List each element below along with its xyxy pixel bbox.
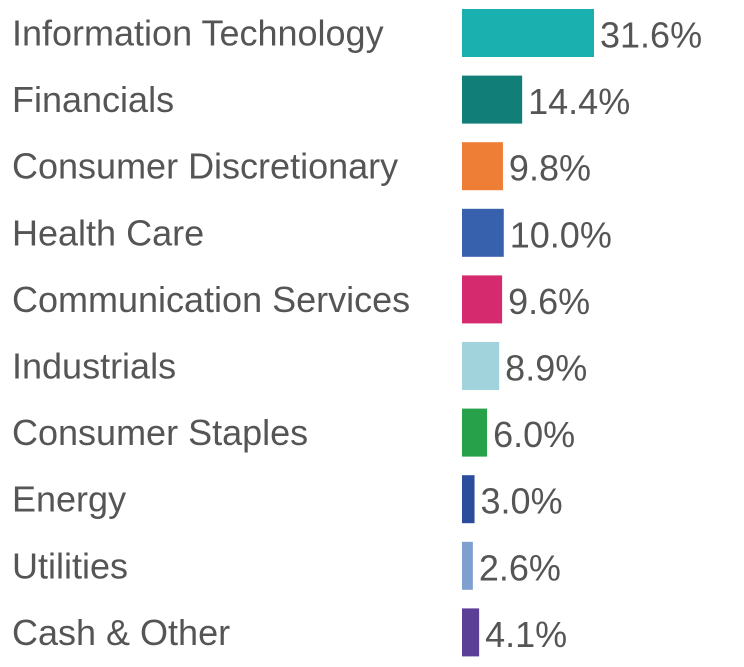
category-label-consumer-staples: Consumer Staples bbox=[12, 412, 308, 453]
value-label-information-technology: 31.6% bbox=[600, 15, 702, 56]
value-label-financials: 14.4% bbox=[528, 81, 630, 122]
value-label-energy: 3.0% bbox=[481, 481, 563, 522]
bar-utilities bbox=[462, 541, 473, 590]
value-label-health-care: 10.0% bbox=[510, 214, 612, 255]
category-label-financials: Financials bbox=[12, 79, 174, 120]
category-label-utilities: Utilities bbox=[12, 545, 128, 586]
bar-industrials bbox=[462, 342, 500, 390]
bar-health-care bbox=[462, 208, 504, 257]
bar-communication-services bbox=[462, 275, 503, 324]
value-label-consumer-discretionary: 9.8% bbox=[509, 148, 591, 189]
bar-cash-and-other bbox=[462, 608, 480, 657]
category-label-information-technology: Information Technology bbox=[12, 13, 384, 54]
bar-information-technology bbox=[462, 9, 594, 57]
category-label-health-care: Health Care bbox=[12, 212, 204, 253]
category-label-energy: Energy bbox=[12, 479, 126, 520]
category-label-industrials: Industrials bbox=[12, 346, 176, 387]
value-label-consumer-staples: 6.0% bbox=[493, 414, 575, 455]
category-label-cash-and-other: Cash & Other bbox=[12, 612, 230, 653]
bar-consumer-staples bbox=[462, 408, 488, 457]
value-label-industrials: 8.9% bbox=[505, 348, 587, 389]
value-label-cash-and-other: 4.1% bbox=[485, 614, 567, 655]
bar-financials bbox=[462, 75, 523, 124]
category-label-consumer-discretionary: Consumer Discretionary bbox=[12, 146, 398, 187]
value-label-communication-services: 9.6% bbox=[508, 281, 590, 322]
bar-consumer-discretionary bbox=[462, 142, 503, 191]
category-label-communication-services: Communication Services bbox=[12, 279, 410, 320]
value-label-utilities: 2.6% bbox=[479, 547, 561, 588]
bar-energy bbox=[462, 475, 475, 524]
